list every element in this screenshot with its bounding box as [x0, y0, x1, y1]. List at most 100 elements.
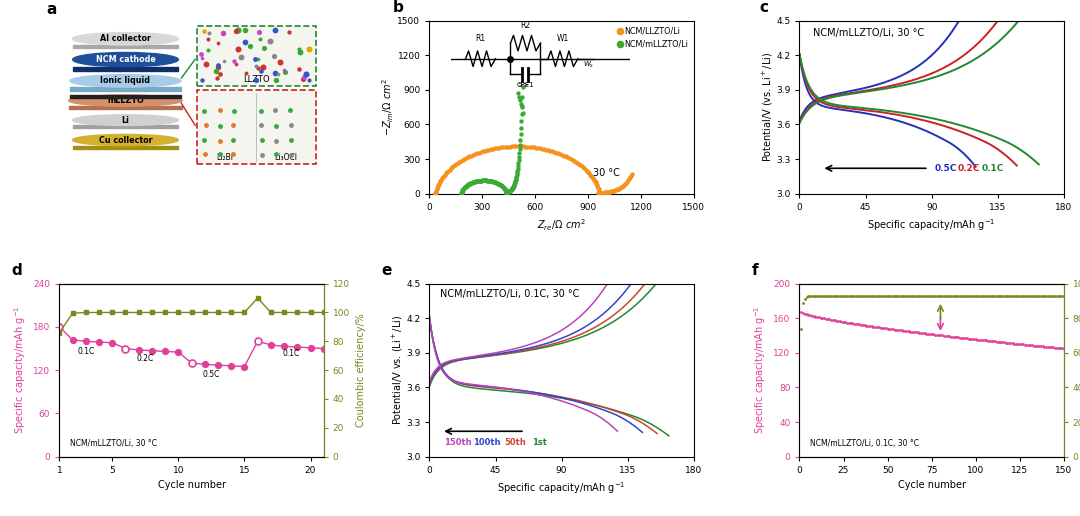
Point [1022, 292, 1039, 300]
Point [1038, 292, 1055, 300]
Point [488, 144, 505, 152]
Point [564, 156, 581, 164]
Point [461, 180, 478, 188]
Point [608, 185, 625, 194]
Point [924, 330, 942, 338]
Point [605, 186, 622, 195]
Point [575, 163, 592, 171]
Point [937, 332, 955, 340]
Point [197, 360, 214, 368]
Point [504, 183, 522, 191]
Point [909, 292, 927, 300]
Point [937, 292, 955, 300]
Point [860, 292, 877, 300]
Text: mLLZTO: mLLZTO [107, 96, 144, 105]
Point [801, 311, 819, 319]
Point [932, 292, 949, 300]
Point [821, 292, 838, 300]
Point [1025, 342, 1042, 350]
Point [514, 142, 531, 151]
Point [302, 344, 320, 352]
Point [603, 187, 620, 196]
Point [607, 186, 624, 194]
Point [819, 315, 836, 323]
Point [501, 187, 518, 195]
Point [495, 183, 512, 191]
Point [801, 292, 819, 300]
Point [1014, 340, 1031, 348]
Point [810, 313, 827, 321]
Ellipse shape [72, 115, 178, 125]
Point [818, 292, 835, 300]
Point [866, 292, 883, 300]
Point [862, 322, 879, 330]
Point [923, 292, 941, 300]
Point [482, 177, 499, 185]
Point [1043, 292, 1061, 300]
Point [542, 147, 559, 155]
Point [1027, 342, 1044, 350]
Point [514, 109, 531, 117]
Point [874, 292, 891, 300]
Point [509, 165, 526, 173]
Point [486, 144, 503, 153]
Point [798, 310, 815, 318]
Point [591, 189, 608, 198]
Point [518, 142, 536, 151]
Text: Al collector: Al collector [100, 34, 151, 43]
Point [494, 182, 511, 190]
Point [1052, 292, 1069, 300]
Point [974, 336, 991, 344]
Point [833, 317, 850, 326]
Point [315, 344, 333, 352]
Point [793, 308, 810, 316]
Point [494, 182, 511, 190]
Point [900, 327, 917, 335]
Point [902, 292, 919, 300]
Point [474, 147, 491, 155]
Point [478, 146, 496, 154]
Point [1022, 341, 1039, 349]
Point [910, 292, 928, 300]
Point [971, 335, 988, 344]
Point [909, 328, 927, 336]
Text: c: c [760, 1, 769, 15]
Point [981, 337, 998, 345]
Point [490, 180, 508, 188]
Point [824, 316, 841, 324]
Point [996, 292, 1013, 300]
Point [503, 142, 521, 151]
Point [448, 160, 465, 168]
Point [963, 335, 981, 343]
Point [470, 149, 487, 157]
Point [597, 188, 615, 197]
Text: d: d [12, 264, 23, 279]
Point [503, 184, 521, 192]
Legend: NCM/LLZTO/Li, NCM/mLLZTO/Li: NCM/LLZTO/Li, NCM/mLLZTO/Li [617, 25, 690, 50]
Point [512, 135, 529, 143]
Point [846, 292, 863, 300]
Point [461, 152, 478, 160]
Polygon shape [69, 106, 183, 109]
Text: e: e [382, 264, 392, 279]
Point [949, 292, 967, 300]
Point [471, 176, 488, 185]
Point [951, 292, 969, 300]
Point [487, 179, 504, 187]
Point [498, 187, 515, 196]
Point [843, 319, 861, 328]
Point [1029, 292, 1047, 300]
Point [1036, 292, 1053, 300]
Point [890, 292, 907, 300]
Point [969, 335, 986, 344]
Point [880, 325, 897, 333]
Point [988, 337, 1005, 346]
Point [974, 292, 991, 300]
Point [210, 361, 227, 369]
Ellipse shape [72, 33, 178, 45]
Point [104, 338, 121, 347]
Point [488, 179, 505, 187]
Point [507, 179, 524, 187]
Point [798, 294, 815, 302]
Point [847, 292, 864, 300]
